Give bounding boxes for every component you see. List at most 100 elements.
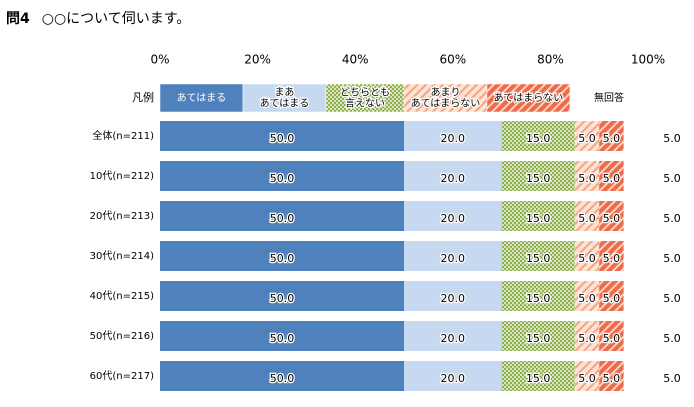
legend-item-label: どちらとも — [340, 87, 390, 99]
bar-segment — [574, 161, 600, 191]
legend-item-label: 言えない — [345, 97, 385, 110]
legend-item-label: 無回答 — [594, 91, 624, 104]
bar-value-label: 50.0 — [270, 372, 295, 385]
bar-value-label: 15.0 — [526, 252, 551, 265]
question-text: ○○について伺います。 — [41, 11, 191, 27]
bar-segment — [160, 321, 404, 351]
bar-value-label: 5.0 — [603, 212, 621, 225]
bar-segment — [599, 361, 624, 391]
bar-segment — [160, 161, 404, 191]
bar-value-label: 20.0 — [441, 332, 466, 345]
bar-value-label: 5.0 — [603, 332, 621, 345]
bar-value-label: 15.0 — [526, 292, 551, 305]
bar-value-label: 5.0 — [603, 372, 621, 385]
category-label: 10代(n=212) — [90, 170, 154, 182]
bar-value-label: 5.0 — [578, 332, 596, 345]
bar-value-label: 50.0 — [270, 172, 295, 185]
legend-swatch — [325, 83, 405, 113]
bar-segment — [404, 201, 502, 231]
bar-segment — [501, 281, 575, 311]
bar-segment — [599, 161, 624, 191]
bar-value-label: 5.0 — [578, 292, 596, 305]
category-label: 全体(n=211) — [92, 129, 154, 142]
bar-value-label: 5.0 — [663, 132, 681, 145]
bar-value-label: 5.0 — [663, 372, 681, 385]
bar-value-label: 5.0 — [578, 252, 596, 265]
bar-value-label: 5.0 — [603, 252, 621, 265]
legend-label: 凡例 — [132, 90, 154, 104]
bar-value-label: 20.0 — [441, 372, 466, 385]
bar-value-label: 5.0 — [603, 172, 621, 185]
bar-value-label: 50.0 — [270, 132, 295, 145]
bar-value-label: 5.0 — [603, 292, 621, 305]
legend-item-label: まあ — [274, 87, 294, 99]
bar-segment — [574, 321, 600, 351]
bar-value-label: 50.0 — [270, 252, 295, 265]
legend-swatch — [486, 83, 571, 113]
bar-segment — [599, 241, 624, 271]
bar-value-label: 5.0 — [578, 372, 596, 385]
bar-value-label: 20.0 — [441, 292, 466, 305]
x-tick-label: 0% — [150, 53, 169, 67]
x-tick-label: 100% — [631, 53, 665, 67]
bar-value-label: 5.0 — [578, 172, 596, 185]
bar-value-label: 20.0 — [441, 172, 466, 185]
legend-swatch — [569, 84, 648, 112]
x-tick-label: 60% — [439, 53, 466, 67]
x-tick-label: 80% — [537, 53, 564, 67]
bar-value-label: 5.0 — [663, 212, 681, 225]
bar-segment — [501, 361, 575, 391]
bar-value-label: 15.0 — [526, 332, 551, 345]
bar-segment — [160, 361, 404, 391]
bar-value-label: 15.0 — [526, 372, 551, 385]
legend-swatch — [403, 83, 488, 113]
bar-segment — [599, 321, 624, 351]
category-label: 60代(n=217) — [90, 370, 154, 382]
bar-value-label: 15.0 — [526, 132, 551, 145]
bar-segment — [574, 121, 600, 151]
bar-segment — [574, 361, 600, 391]
bar-segment — [574, 281, 600, 311]
bar-value-label: 20.0 — [441, 212, 466, 225]
question-number: 問4 — [6, 11, 30, 27]
bar-segment — [599, 121, 624, 151]
bar-value-label: 5.0 — [603, 132, 621, 145]
bar-segment — [404, 161, 502, 191]
bar-segment — [160, 241, 404, 271]
category-label: 20代(n=213) — [90, 210, 154, 222]
bar-segment — [160, 121, 404, 151]
bar-segment — [404, 361, 502, 391]
bar-value-label: 50.0 — [270, 292, 295, 305]
bar-value-label: 5.0 — [663, 332, 681, 345]
bar-value-label: 5.0 — [578, 132, 596, 145]
legend-swatch — [159, 83, 244, 113]
x-tick-label: 20% — [244, 53, 271, 67]
category-label: 50代(n=216) — [90, 330, 154, 342]
bar-value-label: 15.0 — [526, 172, 551, 185]
bar-value-label: 5.0 — [663, 172, 681, 185]
bar-segment — [501, 161, 575, 191]
chart-title: 問4 ○○について伺います。 — [6, 8, 190, 28]
legend-item-label: あてはまる — [260, 98, 310, 110]
bar-segment — [501, 121, 575, 151]
bar-segment — [599, 201, 624, 231]
category-label: 40代(n=215) — [90, 290, 154, 302]
bar-segment — [160, 281, 404, 311]
legend-item-label: あてはまる — [177, 92, 227, 104]
legend-item-label: あてはまらない — [411, 98, 481, 110]
bar-value-label: 50.0 — [270, 212, 295, 225]
bar-segment — [404, 321, 502, 351]
bar-value-label: 5.0 — [663, 252, 681, 265]
bar-segment — [501, 321, 575, 351]
bar-value-label: 15.0 — [526, 212, 551, 225]
bar-segment — [404, 241, 502, 271]
bar-segment — [501, 241, 575, 271]
bar-segment — [574, 201, 600, 231]
bar-value-label: 20.0 — [441, 252, 466, 265]
bar-value-label: 50.0 — [270, 332, 295, 345]
x-tick-label: 40% — [342, 53, 369, 67]
category-label: 30代(n=214) — [90, 250, 154, 262]
bar-segment — [160, 201, 404, 231]
bar-segment — [404, 121, 502, 151]
